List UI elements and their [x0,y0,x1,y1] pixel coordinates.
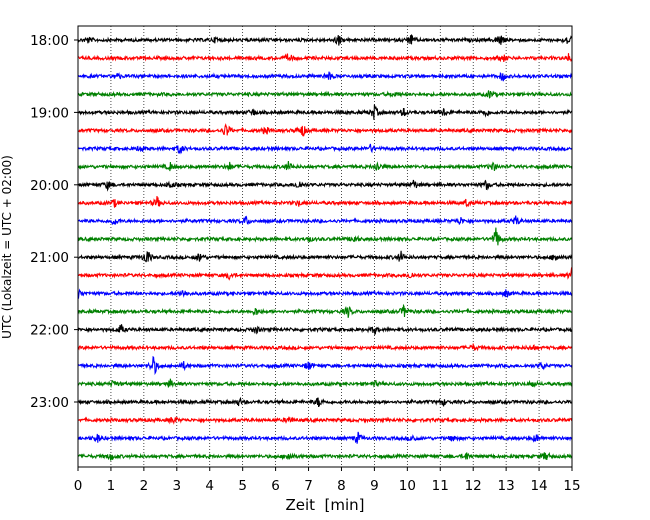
trace-1930 [77,143,573,155]
trace-1900 [77,104,573,120]
x-tick-label: 10 [399,478,416,494]
y-tick-label: 22:00 [30,323,69,339]
trace-2145 [77,303,573,318]
x-tick-label: 7 [304,478,313,494]
y-tick-label: 21:00 [30,250,69,266]
x-tick-label: 6 [271,478,280,494]
trace-2345 [77,451,573,461]
trace-2300 [77,396,573,408]
trace-2230 [77,355,573,376]
trace-2330 [77,431,573,444]
y-tick-label: 18:00 [30,33,69,49]
x-tick-label: 0 [74,478,83,494]
trace-1800 [77,33,573,46]
y-tick-label: 20:00 [30,178,69,194]
trace-2115 [77,267,573,281]
x-axis-ticks: 0 1 2 3 4 5 6 7 8 9 10 11 12 13 14 15 [74,467,581,494]
x-tick-label: 15 [563,478,580,494]
x-tick-label: 1 [107,478,116,494]
trace-2100 [77,250,573,263]
y-axis-label: UTC (Lokalzeit = UTC + 02:00) [0,155,14,339]
trace-group [77,33,573,461]
x-tick-label: 11 [432,478,449,494]
trace-1815 [77,53,573,63]
x-tick-label: 8 [337,478,346,494]
x-axis-label: Zeit [min] [285,496,364,514]
x-tick-label: 12 [465,478,482,494]
trace-2315 [77,416,573,425]
trace-2130 [77,288,573,299]
trace-2000 [77,179,573,192]
x-tick-label: 13 [498,478,515,494]
x-tick-label: 2 [140,478,149,494]
y-tick-label: 19:00 [30,105,69,121]
trace-2215 [77,343,573,352]
trace-2015 [77,195,573,208]
plot-frame [77,25,573,468]
trace-2200 [77,324,573,336]
trace-1845 [77,90,573,99]
x-tick-label: 14 [530,478,547,494]
trace-2030 [77,215,573,226]
trace-2245 [77,378,573,389]
x-tick-label: 3 [173,478,182,494]
y-axis-ticks: 18:00 19:00 20:00 21:00 22:00 23:00 [30,33,78,411]
y-tick-label: 23:00 [30,395,69,411]
x-tick-label: 5 [238,478,247,494]
trace-2045 [77,227,573,246]
trace-1915 [77,123,573,137]
trace-1830 [77,71,573,82]
x-tick-label: 9 [370,478,379,494]
trace-1945 [77,161,573,172]
x-tick-label: 4 [205,478,214,494]
